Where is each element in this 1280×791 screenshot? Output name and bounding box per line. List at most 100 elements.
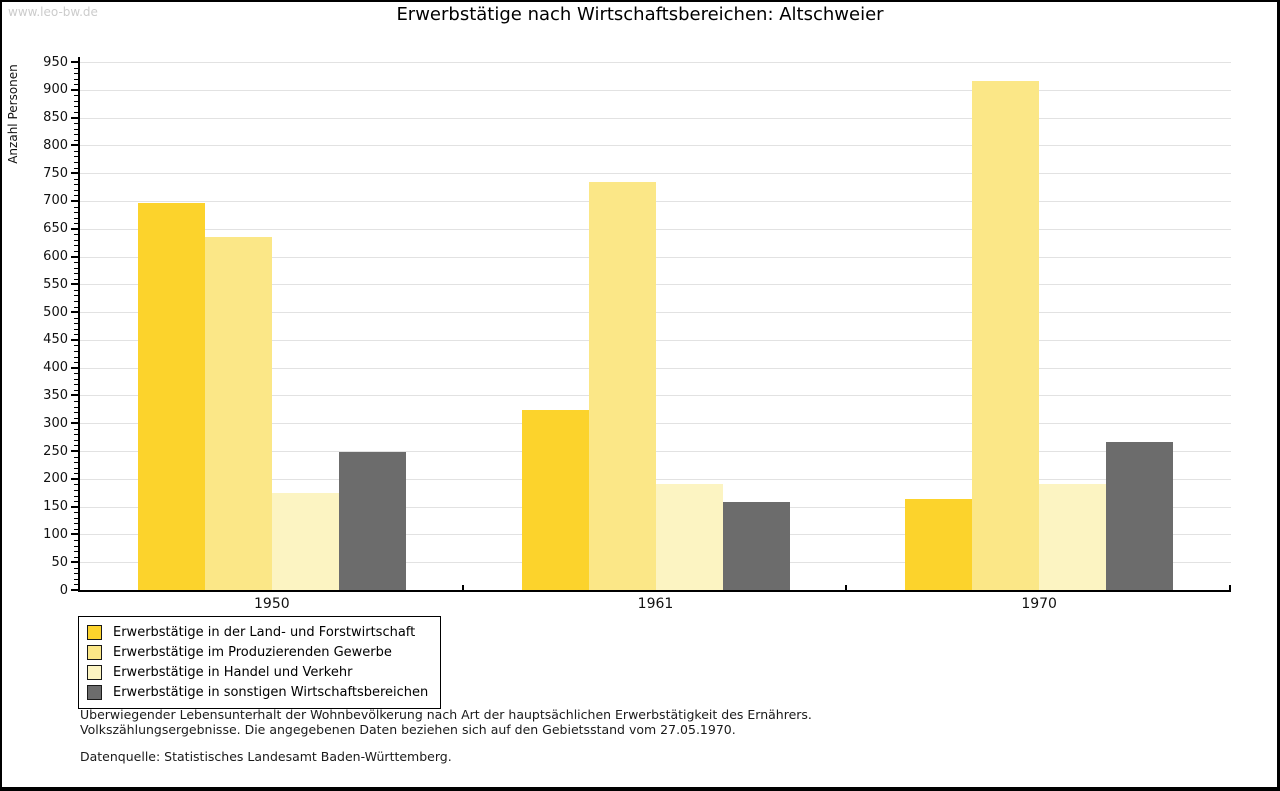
y-axis-minor-tick <box>74 362 78 364</box>
legend-label: Erwerbstätige in der Land- und Forstwirt… <box>113 624 416 640</box>
y-axis-minor-tick <box>74 100 78 102</box>
y-axis-minor-tick <box>74 417 78 419</box>
y-axis-minor-tick <box>74 323 78 325</box>
y-axis-minor-tick <box>74 156 78 158</box>
y-axis-minor-tick <box>74 389 78 391</box>
bar-series1-1950 <box>137 203 205 590</box>
x-tick-label-1961: 1961 <box>637 596 674 612</box>
bar-series4-1950 <box>338 452 406 590</box>
y-axis-major-tick <box>71 116 78 119</box>
x-axis-line <box>78 590 1231 592</box>
y-axis-major-tick <box>71 255 78 258</box>
watermark-leo-bw: www.leo-bw.de <box>8 5 98 19</box>
y-axis-minor-tick <box>74 78 78 80</box>
y-axis-minor-tick <box>74 195 78 197</box>
bar-series2-1970 <box>972 80 1040 590</box>
x-axis-group-tick <box>845 585 847 590</box>
y-tick-label: 850 <box>43 110 68 126</box>
y-axis-major-tick <box>71 311 78 314</box>
gridline-750 <box>80 173 1231 175</box>
bar-series2-1961 <box>588 181 656 590</box>
y-axis-major-tick <box>71 561 78 564</box>
y-tick-label: 200 <box>43 471 68 487</box>
bar-series4-1961 <box>722 502 790 590</box>
y-axis-minor-tick <box>74 273 78 275</box>
bar-series1-1961 <box>521 410 589 590</box>
legend: Erwerbstätige in der Land- und Forstwirt… <box>78 616 442 709</box>
y-axis-minor-tick <box>74 95 78 97</box>
y-axis-minor-tick <box>74 212 78 214</box>
y-axis-major-tick <box>71 394 78 397</box>
y-axis-minor-tick <box>74 439 78 441</box>
x-axis-group-tick <box>462 585 464 590</box>
y-axis-minor-tick <box>74 234 78 236</box>
y-axis-minor-tick <box>74 184 78 186</box>
y-axis-minor-tick <box>74 512 78 514</box>
x-axis-group-tick <box>1229 585 1231 590</box>
gridline-200 <box>80 478 1231 480</box>
y-axis-major-tick <box>71 61 78 63</box>
legend-label: Erwerbstätige in Handel und Verkehr <box>113 664 353 680</box>
y-tick-label: 700 <box>43 193 68 209</box>
y-axis-minor-tick <box>74 262 78 264</box>
y-axis-minor-tick <box>74 489 78 491</box>
y-axis-minor-tick <box>74 517 78 519</box>
legend-swatch-icon <box>87 684 102 700</box>
data-source-text: Datenquelle: Statistisches Landesamt Bad… <box>80 749 452 764</box>
y-axis-minor-tick <box>74 217 78 219</box>
gridline-950 <box>80 62 1231 63</box>
y-axis-label: Anzahl Personen <box>6 64 20 164</box>
y-axis-major-tick <box>71 366 78 369</box>
y-axis-minor-tick <box>74 412 78 414</box>
legend-item-2: Erwerbstätige im Produzierenden Gewerbe <box>87 642 428 662</box>
y-axis-minor-tick <box>74 401 78 403</box>
y-axis-minor-tick <box>74 445 78 447</box>
y-axis-minor-tick <box>74 573 78 575</box>
bar-series2-1950 <box>204 236 272 590</box>
y-tick-label: 500 <box>43 304 68 320</box>
legend-swatch-icon <box>87 664 102 680</box>
y-tick-label: 950 <box>43 54 68 70</box>
y-axis-minor-tick <box>74 428 78 430</box>
gridline-500 <box>80 312 1231 314</box>
y-axis-minor-tick <box>74 328 78 330</box>
y-axis-major-tick <box>71 144 78 147</box>
y-axis-line <box>78 57 80 590</box>
gridline-400 <box>80 367 1231 369</box>
y-axis-minor-tick <box>74 462 78 464</box>
y-axis-minor-tick <box>74 495 78 497</box>
y-tick-label: 400 <box>43 360 68 376</box>
y-axis-minor-tick <box>74 178 78 180</box>
y-axis-minor-tick <box>74 223 78 225</box>
plot-area: 0 50 100 150 200 250 300 350 400 450 500 550 600 650 7… <box>43 56 1231 612</box>
bar-series3-1950 <box>271 493 339 590</box>
y-axis-minor-tick <box>74 112 78 114</box>
y-tick-label: 600 <box>43 249 68 265</box>
y-axis-minor-tick <box>74 545 78 547</box>
y-axis-minor-tick <box>74 334 78 336</box>
y-axis-minor-tick <box>74 267 78 269</box>
gridline-450 <box>80 339 1231 341</box>
y-axis-minor-tick <box>74 167 78 169</box>
y-tick-label: 550 <box>43 276 68 292</box>
legend-swatch-icon <box>87 644 102 660</box>
y-axis-minor-tick <box>74 239 78 241</box>
y-axis-minor-tick <box>74 578 78 580</box>
y-axis-major-tick <box>71 505 78 508</box>
y-axis-major-tick <box>71 199 78 202</box>
y-axis-major-tick <box>71 422 78 425</box>
legend-item-3: Erwerbstätige in Handel und Verkehr <box>87 662 428 682</box>
y-axis-minor-tick <box>74 384 78 386</box>
y-axis-minor-tick <box>74 189 78 191</box>
y-axis-minor-tick <box>74 250 78 252</box>
footnote-line-1: Überwiegender Lebensunterhalt der Wohnbe… <box>80 707 812 722</box>
gridline-800 <box>80 145 1231 147</box>
gridline-300 <box>80 423 1231 425</box>
y-axis-minor-tick <box>74 84 78 86</box>
y-axis-minor-tick <box>74 501 78 503</box>
y-axis-minor-tick <box>74 245 78 247</box>
y-axis-minor-tick <box>74 373 78 375</box>
y-axis-minor-tick <box>74 528 78 530</box>
y-axis-minor-tick <box>74 206 78 208</box>
y-axis-minor-tick <box>74 567 78 569</box>
